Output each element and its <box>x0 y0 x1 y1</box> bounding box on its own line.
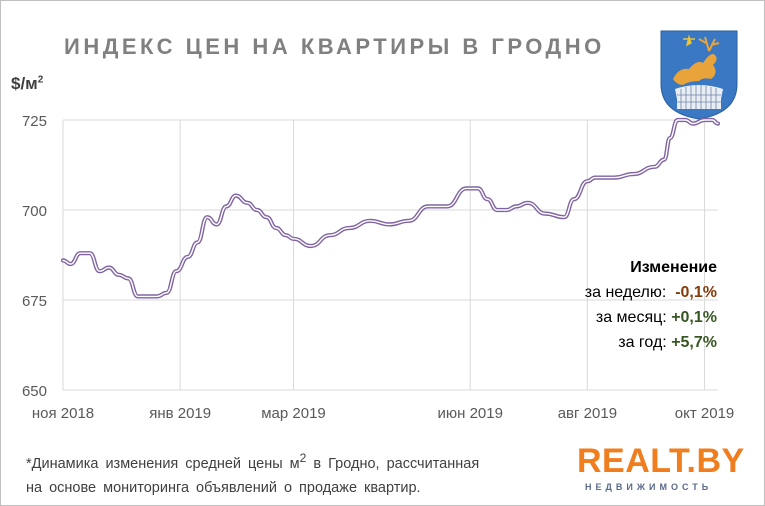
change-year-label: за год: <box>618 334 667 351</box>
y-tick-label: 725 <box>22 113 47 130</box>
change-summary: Изменение за неделю: -0,1% за месяц: +0,… <box>585 255 717 355</box>
y-tick-label: 650 <box>22 383 47 400</box>
y-axis-unit: $/м2 <box>11 74 43 94</box>
price-series-line-inner <box>62 119 719 298</box>
change-week-value: -0,1% <box>675 284 717 301</box>
change-week-row: за неделю: -0,1% <box>585 280 717 305</box>
x-tick-label: ноя 2018 <box>32 405 94 422</box>
change-week-label: за неделю: <box>584 284 667 301</box>
realt-logo: REALT.BY <box>577 442 745 480</box>
chart-title: ИНДЕКС ЦЕН НА КВАРТИРЫ В ГРОДНО <box>64 34 605 59</box>
footnote-line-1a: *Динамика изменения средней цены м <box>26 455 300 472</box>
x-tick-label: окт 2019 <box>675 405 734 422</box>
change-year-value: +5,7% <box>671 334 717 351</box>
y-tick-label: 675 <box>22 293 47 310</box>
change-month-value: +0,1% <box>671 309 717 326</box>
change-month-label: за месяц: <box>595 309 667 326</box>
x-tick-label: июн 2019 <box>437 405 502 422</box>
footnote-line-1b: в Гродно, рассчитанная <box>306 455 480 472</box>
change-year-row: за год: +5,7% <box>585 330 717 355</box>
footnote-sup: 2 <box>299 451 307 465</box>
x-tick-label: авг 2019 <box>558 405 617 422</box>
grodno-coat-of-arms-icon <box>660 30 738 120</box>
y-axis-unit-sup: 2 <box>37 74 44 86</box>
footnote: *Динамика изменения средней цены м2 в Гр… <box>26 446 479 500</box>
x-tick-label: янв 2019 <box>149 405 211 422</box>
footnote-line-1: *Динамика изменения средней цены м2 в Гр… <box>26 446 479 476</box>
change-header: Изменение <box>630 259 717 276</box>
realt-logo-subtitle: НЕДВИЖИМОСТЬ <box>585 482 713 492</box>
change-month-row: за месяц: +0,1% <box>585 305 717 330</box>
y-tick-label: 700 <box>22 203 47 220</box>
x-tick-label: мар 2019 <box>261 405 326 422</box>
y-axis-unit-text: $/м <box>11 74 38 93</box>
footnote-line-2: на основе мониторинга объявлений о прода… <box>26 479 421 496</box>
